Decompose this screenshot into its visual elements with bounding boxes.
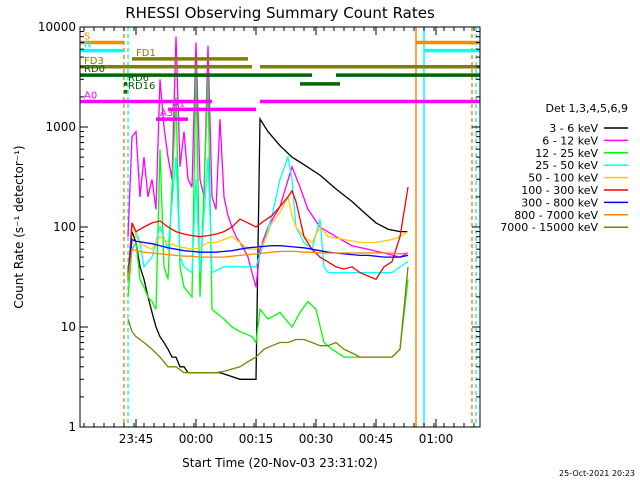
- state-label-rd6: RD6: [128, 73, 149, 84]
- series-line-100-300-kev: [127, 187, 409, 281]
- y-tick-label: 10000: [38, 20, 76, 34]
- timestamp: 25-Oct-2021 20:23: [559, 469, 635, 478]
- legend-label-12-25-kev: 12 - 25 keV: [535, 147, 598, 160]
- series-group: [127, 36, 409, 380]
- state-label-fd1: FD1: [136, 48, 156, 59]
- chart-title: RHESSI Observing Summary Count Rates: [125, 4, 435, 22]
- series-line-300-800-kev: [127, 238, 409, 280]
- x-tick-label: 00:30: [299, 432, 334, 446]
- legend-label-800-7000-kev: 800 - 7000 keV: [514, 209, 598, 222]
- x-tick-label: 00:15: [239, 432, 274, 446]
- state-label-a0: A0: [84, 90, 97, 101]
- state-label-rd0: RD0: [84, 64, 105, 75]
- x-axis-label: Start Time (20-Nov-03 23:31:02): [182, 456, 378, 470]
- legend-label-6-12-kev: 6 - 12 keV: [542, 134, 598, 147]
- legend-label-300-800-kev: 300 - 800 keV: [521, 196, 598, 209]
- series-line-25-50-kev: [127, 154, 409, 280]
- axes-group: 1 10 100 1000 10000 23:45 00:00 00:15 00:30 00:45…: [38, 20, 480, 446]
- y-tick-label: 1000: [45, 120, 76, 134]
- x-tick-label: 00:45: [359, 432, 394, 446]
- x-tick-label: 00:00: [179, 432, 214, 446]
- series-line-7000-15000-kev: [127, 266, 409, 374]
- y-tick-label: 10: [61, 320, 76, 334]
- x-tick-label: 01:00: [419, 432, 454, 446]
- series-line-12-25-kev: [127, 66, 409, 358]
- state-label-a3: A3: [160, 108, 173, 119]
- state-label-a1: A1: [172, 98, 185, 109]
- state-label-rd16: RD16: [128, 81, 155, 92]
- series-line-50-100-kev: [127, 194, 409, 280]
- legend-label-50-100-kev: 50 - 100 keV: [528, 172, 598, 185]
- series-line-6-12-kev: [127, 36, 409, 288]
- y-axis-label: Count Rate (s⁻¹ detector⁻¹): [12, 145, 26, 308]
- state-label-fd3: FD3: [84, 56, 104, 67]
- legend-label-7000-15000-kev: 7000 - 15000 keV: [500, 221, 598, 234]
- legend-label-3-6-kev: 3 - 6 keV: [549, 122, 598, 135]
- state-label-s: S: [84, 31, 90, 42]
- state-label-n: N: [84, 40, 91, 51]
- series-line-800-7000-kev: [127, 248, 409, 280]
- legend-title: Det 1,3,4,5,6,9: [545, 102, 628, 115]
- legend-label-100-300-kev: 100 - 300 keV: [521, 184, 598, 197]
- legend-label-25-50-kev: 25 - 50 keV: [535, 159, 598, 172]
- y-tick-label: 100: [53, 220, 76, 234]
- y-tick-label: 1: [68, 420, 76, 434]
- x-tick-label: 23:45: [119, 432, 154, 446]
